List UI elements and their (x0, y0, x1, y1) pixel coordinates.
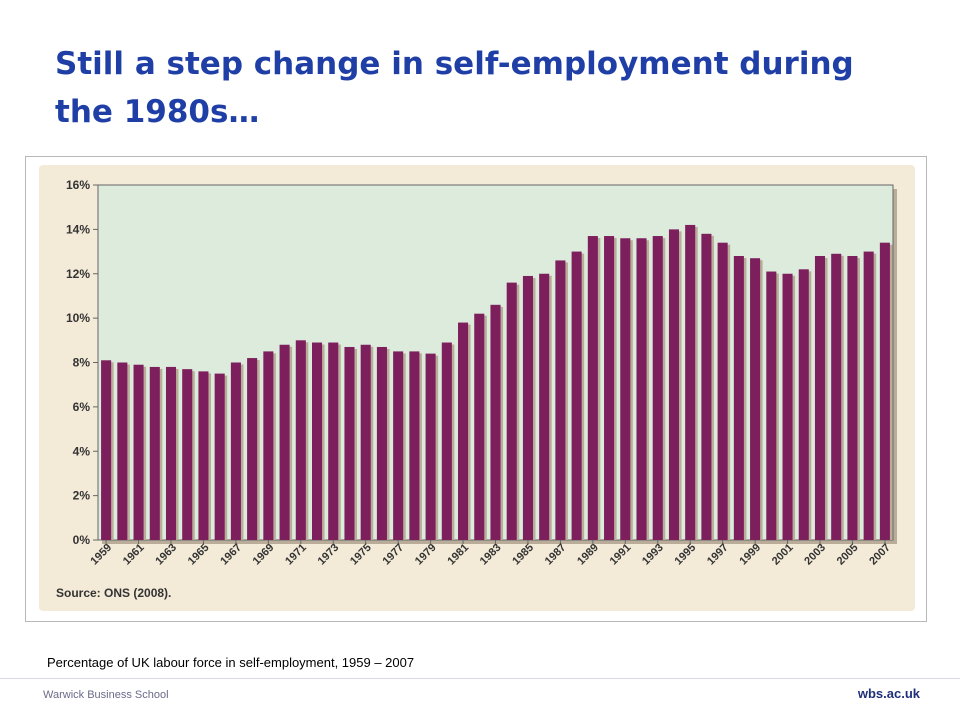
bar-1973 (328, 342, 339, 540)
bar-1974 (344, 346, 355, 540)
bar-2005 (847, 256, 858, 540)
bar-1988 (571, 251, 582, 540)
bar-1998 (733, 256, 744, 540)
bar-1992 (636, 238, 647, 540)
y-tick-label: 0% (73, 533, 91, 547)
bar-2003 (814, 256, 826, 540)
bar-1970 (279, 344, 290, 540)
slide-title: Still a step change in self-employment d… (55, 46, 854, 130)
bar-1996 (701, 233, 712, 540)
y-tick-label: 2% (73, 489, 91, 503)
y-tick-label: 6% (73, 400, 91, 414)
bar-1972 (312, 342, 323, 540)
bar-1995 (685, 224, 696, 540)
bar-1976 (376, 346, 387, 540)
y-tick-label: 14% (66, 222, 90, 236)
bar-1983 (490, 304, 501, 540)
bar-1969 (263, 351, 274, 540)
bar-1997 (717, 242, 728, 540)
bar-2004 (831, 253, 842, 540)
y-tick-label: 8% (73, 356, 91, 370)
footer-website[interactable]: wbs.ac.uk (857, 686, 920, 701)
y-tick-label: 4% (73, 444, 91, 458)
bar-1965 (198, 371, 209, 540)
bar-1960 (117, 362, 128, 540)
bar-1980 (441, 342, 452, 540)
bar-1989 (587, 236, 598, 540)
bar-1987 (555, 260, 566, 540)
bar-2001 (782, 273, 793, 540)
bars (101, 224, 893, 540)
y-tick-label: 16% (66, 178, 90, 192)
bar-1994 (668, 229, 679, 540)
bar-1963 (165, 366, 177, 540)
bar-1984 (506, 282, 517, 540)
y-axis: 0% 2% 4% 6% 8% 10% 12% 14% 16% (66, 178, 98, 547)
bar-1978 (409, 351, 420, 540)
chart-caption: Percentage of UK labour force in self-em… (47, 655, 415, 670)
bar-1975 (360, 344, 371, 540)
bar-1993 (652, 236, 663, 540)
bar-1982 (474, 313, 485, 540)
footer-organization: Warwick Business School (43, 689, 169, 701)
bar-1962 (149, 366, 160, 540)
chart-source: Source: ONS (2008). (56, 586, 171, 600)
bar-1964 (182, 369, 193, 540)
bar-2000 (766, 271, 777, 540)
bar-2007 (879, 242, 890, 540)
bar-1967 (230, 362, 241, 540)
bar-1985 (522, 275, 533, 540)
chart-frame: 0% 2% 4% 6% 8% 10% 12% 14% 16% 1959 1961 1963 1965 1… (25, 156, 927, 622)
bar-1990 (604, 236, 615, 540)
bar-1991 (620, 238, 631, 540)
bar-1986 (539, 273, 550, 540)
bar-2006 (863, 251, 874, 540)
bar-chart: 0%2%4%6%8%10%12%14%16% 1959 1961 1963 1965 1… (39, 165, 915, 611)
bar-1966 (214, 373, 225, 540)
bar-2002 (798, 269, 809, 540)
bar-1979 (425, 353, 436, 540)
bar-1959 (101, 360, 112, 540)
bar-1961 (133, 364, 144, 540)
footer-divider (0, 678, 960, 679)
y-tick-label: 10% (66, 311, 90, 325)
y-tick-label: 12% (66, 267, 90, 281)
bar-1977 (393, 351, 404, 540)
bar-1999 (750, 258, 761, 540)
bar-1971 (295, 340, 306, 540)
bar-1968 (247, 358, 258, 540)
bar-1981 (458, 322, 469, 540)
